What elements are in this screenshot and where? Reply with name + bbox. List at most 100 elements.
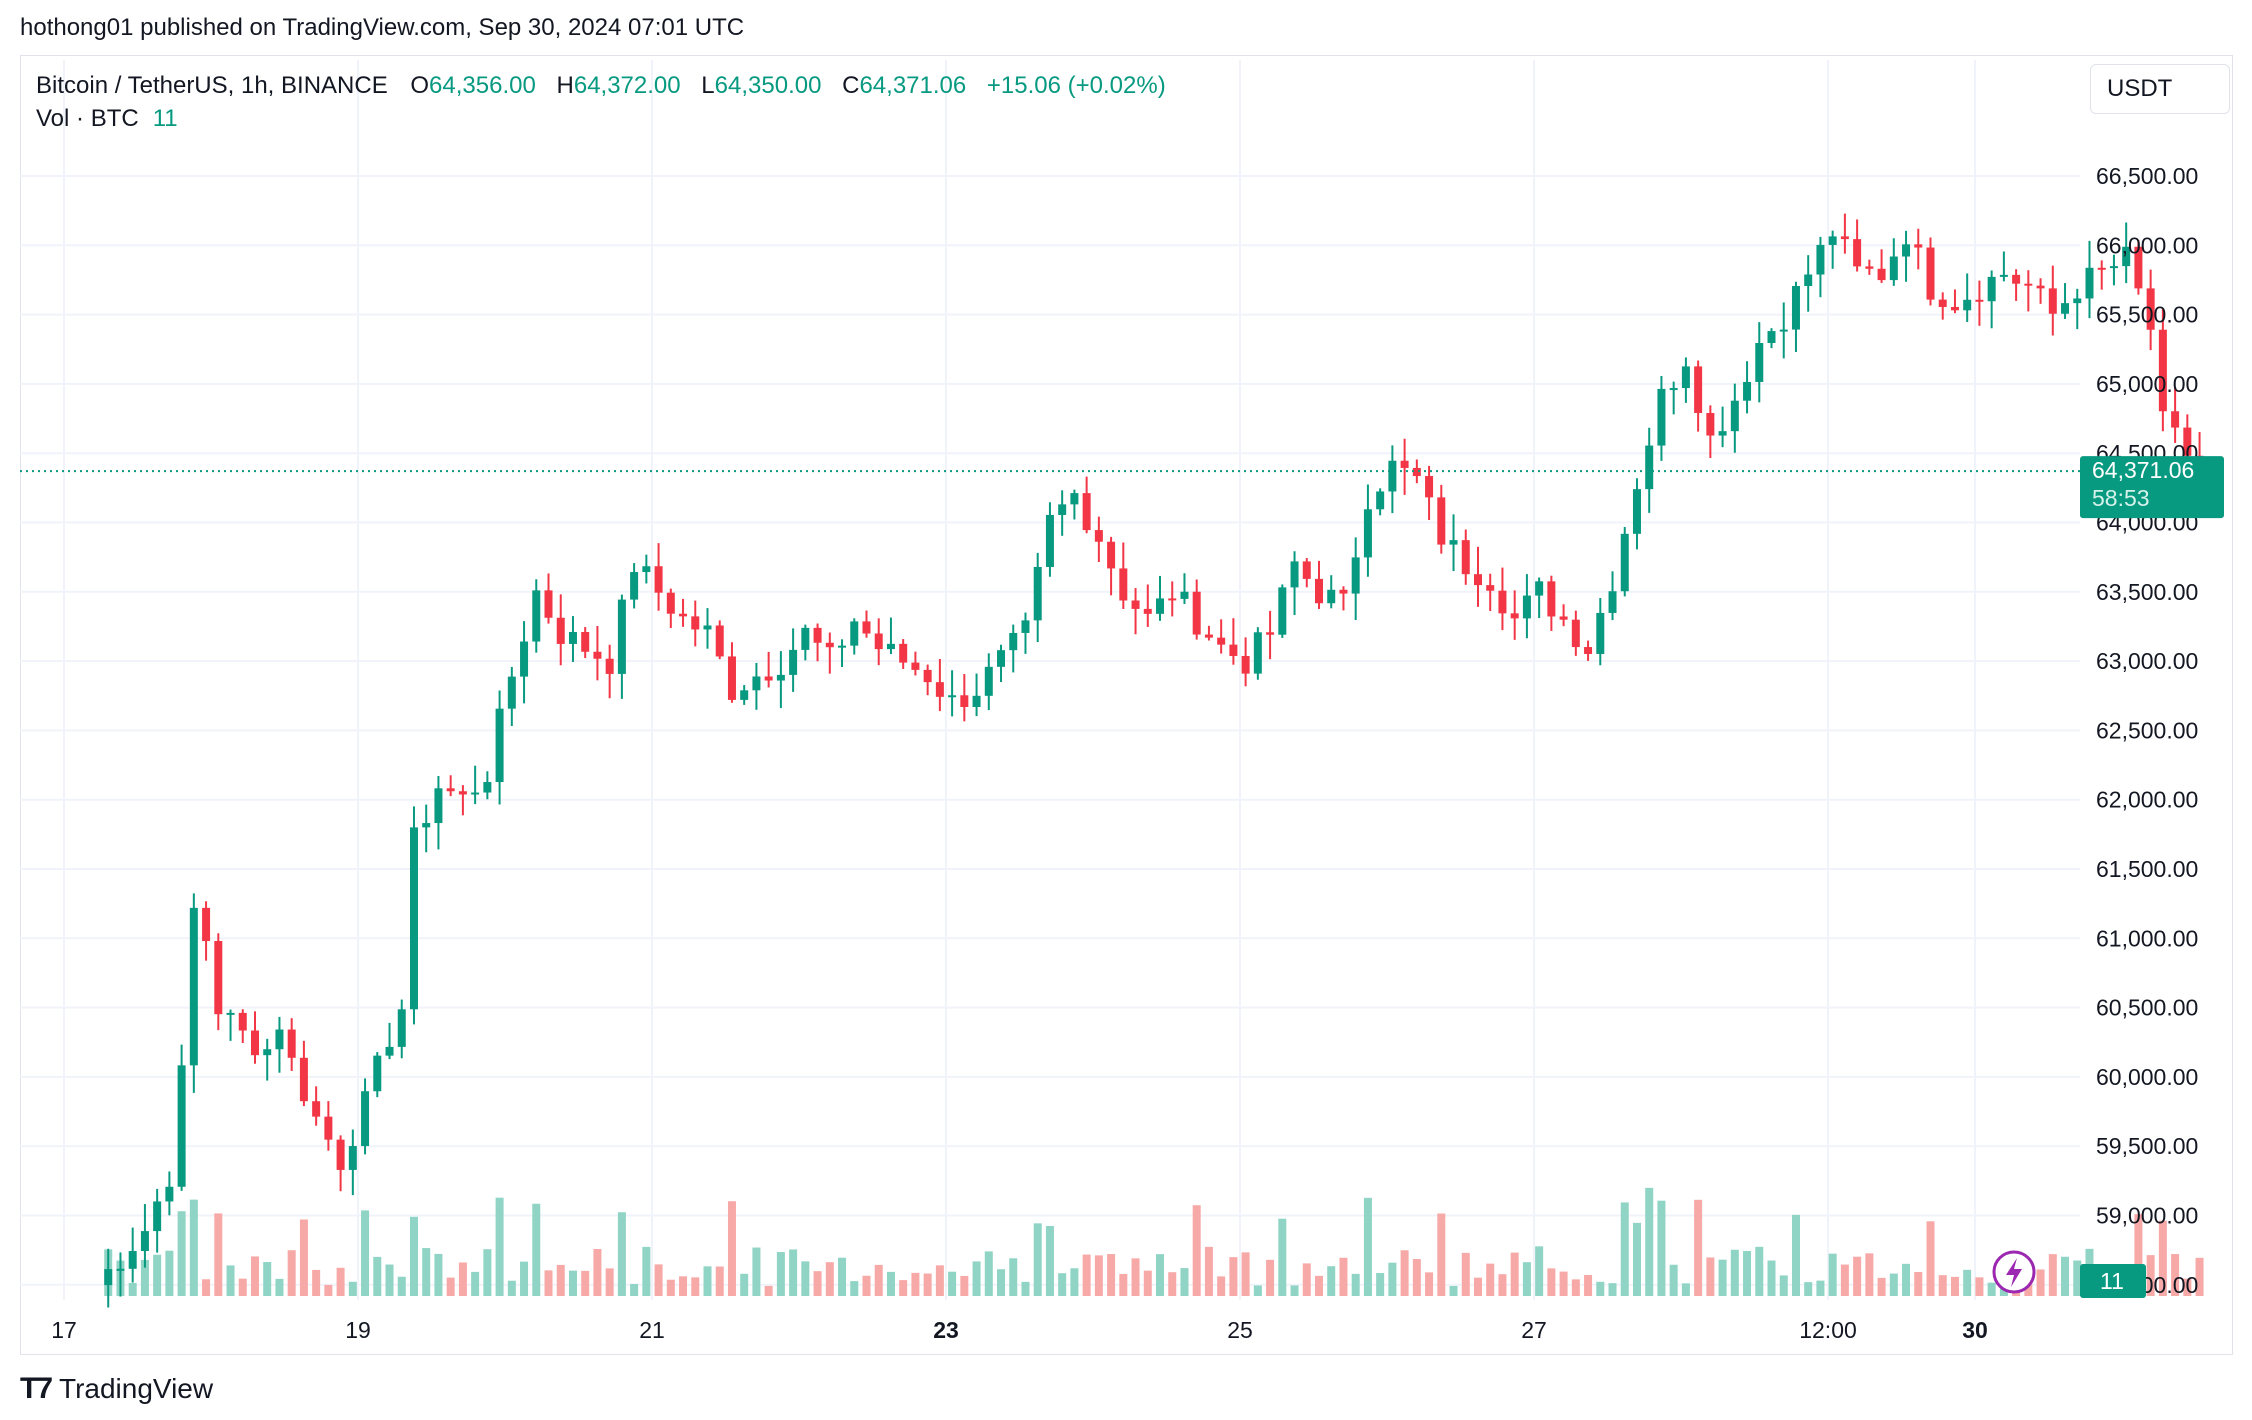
candle-body: [189, 907, 198, 1066]
volume-bar: [1302, 1263, 1311, 1296]
volume-bar: [165, 1250, 174, 1296]
candle-body: [1632, 489, 1641, 534]
candle-body: [1266, 632, 1275, 635]
candle-body: [1620, 533, 1629, 592]
volume-bar: [691, 1277, 700, 1296]
volume-bar: [1877, 1277, 1886, 1296]
volume-bar: [1608, 1283, 1617, 1296]
volume-bar: [2146, 1255, 2155, 1296]
volume-bar: [1681, 1283, 1690, 1296]
candle-body: [948, 695, 957, 698]
volume-bar: [1376, 1272, 1385, 1296]
volume-bar: [2036, 1269, 2045, 1296]
candle-body: [1486, 585, 1495, 591]
candle-body: [1608, 591, 1617, 613]
lightning-icon[interactable]: [1992, 1250, 2036, 1294]
volume-bar: [2158, 1220, 2167, 1296]
volume-bar: [495, 1197, 504, 1296]
volume-bar: [703, 1266, 712, 1296]
volume-bar: [1522, 1262, 1531, 1296]
volume-bar: [1938, 1275, 1947, 1296]
candle-body: [1437, 497, 1446, 545]
low-value: 64,350.00: [714, 72, 822, 99]
candle-body: [1119, 568, 1128, 601]
candle-body: [691, 616, 700, 630]
volume-bar: [1779, 1275, 1788, 1296]
volume-bar: [189, 1199, 198, 1296]
candle-body: [1143, 608, 1152, 614]
close-label: C: [842, 72, 860, 99]
volume-bar: [1437, 1213, 1446, 1296]
candle-body: [1009, 632, 1018, 651]
volume-bar: [630, 1283, 639, 1296]
volume-bar: [862, 1275, 871, 1296]
candle-body: [1645, 445, 1654, 490]
last-price-value: 64,371.06: [2092, 457, 2194, 483]
volume-bar: [373, 1256, 382, 1296]
candle-body: [997, 650, 1006, 667]
volume-bar: [838, 1257, 847, 1296]
volume-bar: [874, 1264, 883, 1296]
volume-bar: [1694, 1199, 1703, 1296]
candle-body: [1999, 274, 2008, 277]
volume-bar: [1119, 1273, 1128, 1296]
candle-body: [1033, 566, 1042, 621]
candle-body: [1718, 431, 1727, 436]
candle-body: [385, 1046, 394, 1056]
volume-value: 11: [152, 105, 178, 132]
candle-body: [1094, 530, 1103, 542]
volume-bar: [1094, 1255, 1103, 1296]
candle-body: [1706, 412, 1715, 436]
change-value: +15.06 (+0.02%): [986, 72, 1166, 99]
volume-bar: [1571, 1279, 1580, 1296]
volume-bar: [1486, 1263, 1495, 1296]
volume-bar: [1425, 1272, 1434, 1296]
currency-button[interactable]: USDT: [2090, 64, 2230, 114]
volume-bar: [153, 1254, 162, 1296]
candle-body: [630, 572, 639, 600]
volume-badge-value: 11: [2100, 1268, 2124, 1294]
volume-bar: [1412, 1259, 1421, 1296]
candle-body: [1510, 613, 1519, 619]
volume-bar: [752, 1247, 761, 1296]
volume-bar: [1168, 1272, 1177, 1296]
candle-body: [165, 1186, 174, 1202]
volume-bar: [1669, 1264, 1678, 1296]
candle-body: [1351, 557, 1360, 594]
x-tick-label: 21: [639, 1317, 665, 1343]
candle-body: [874, 633, 883, 650]
ohlc-legend: Bitcoin / TetherUS, 1h, BINANCE O64,356.…: [36, 72, 1180, 100]
candle-body: [1107, 541, 1116, 569]
candle-body: [1914, 244, 1923, 248]
volume-bar: [1926, 1221, 1935, 1296]
tradingview-brand[interactable]: T7 TradingView: [20, 1372, 213, 1406]
volume-bar: [1315, 1275, 1323, 1296]
volume-bar: [458, 1262, 467, 1296]
candle-body: [1889, 256, 1898, 281]
candle-body: [617, 599, 626, 674]
candle-body: [202, 907, 211, 942]
high-value: 64,372.00: [573, 72, 681, 99]
candle-body: [1840, 236, 1849, 240]
candle-body: [2158, 329, 2167, 412]
volume-bar: [1009, 1258, 1018, 1296]
candle-body: [140, 1231, 149, 1252]
candle-body: [1253, 632, 1262, 674]
volume-bar: [1755, 1246, 1764, 1296]
volume-bar: [1889, 1273, 1898, 1296]
volume-bar: [1156, 1254, 1165, 1296]
volume-bar: [764, 1285, 773, 1296]
volume-bar: [1498, 1274, 1507, 1296]
publisher-line: hothong01 published on TradingView.com, …: [20, 14, 745, 41]
candle-body: [642, 566, 651, 573]
candle-body: [715, 625, 724, 657]
candle-body: [605, 658, 614, 674]
candle-body: [373, 1055, 382, 1092]
volume-bar: [1559, 1271, 1568, 1296]
volume-bar: [1351, 1273, 1360, 1296]
volume-bar: [605, 1268, 614, 1296]
volume-bar: [214, 1213, 223, 1296]
volume-bar: [1241, 1252, 1250, 1296]
candle-body: [1278, 587, 1287, 635]
